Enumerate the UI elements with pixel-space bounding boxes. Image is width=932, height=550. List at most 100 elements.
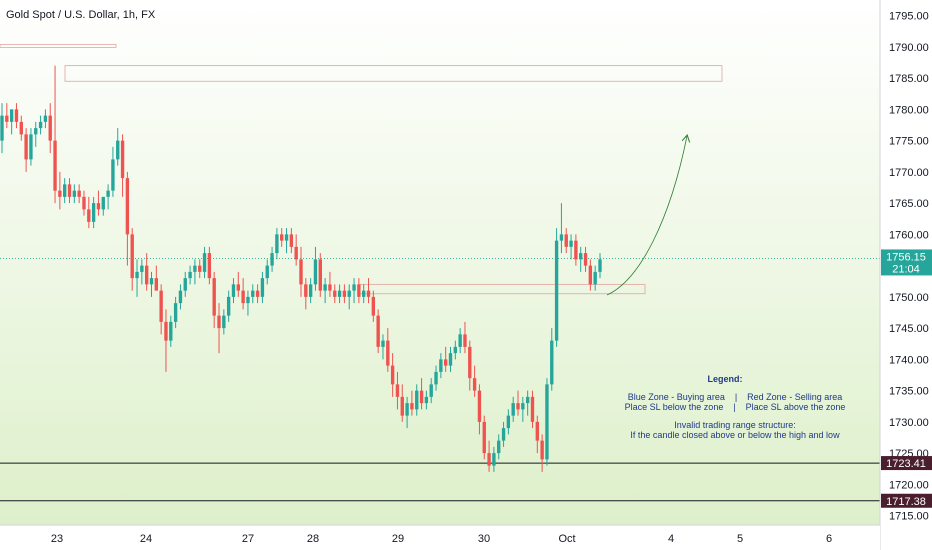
candle: [260, 271, 265, 304]
candle: [251, 284, 255, 304]
candle: [357, 278, 361, 304]
y-tick-label: 1745.00: [889, 323, 929, 335]
candle: [284, 228, 289, 254]
x-tick-label: 28: [307, 533, 319, 545]
level-tag-1717-label: 1717.38: [886, 496, 926, 508]
y-tick-label: 1790.00: [889, 42, 929, 54]
candle: [333, 284, 337, 304]
candle: [183, 271, 187, 297]
candle: [77, 184, 81, 204]
candle: [545, 378, 549, 466]
candle: [362, 284, 366, 304]
legend-line-2: Place SL below the zone | Place SL above…: [625, 402, 846, 412]
candle: [188, 265, 192, 285]
candle: [226, 290, 231, 322]
candle: [419, 378, 424, 410]
candle: [198, 259, 202, 279]
candle: [275, 228, 279, 260]
candle: [554, 228, 559, 347]
candle: [535, 415, 539, 454]
zone-rect: [64, 65, 723, 82]
candle: [337, 284, 342, 304]
candle: [579, 246, 583, 272]
candle: [154, 265, 159, 291]
candle-countdown-label: 21:04: [892, 263, 920, 275]
candle: [24, 128, 28, 172]
candle: [569, 234, 573, 260]
candle: [598, 253, 602, 279]
candle: [313, 246, 318, 291]
x-tick-label: 6: [826, 533, 832, 545]
y-tick-label: 1720.00: [889, 479, 929, 491]
candle: [246, 290, 250, 316]
candle: [9, 109, 14, 135]
candle: [217, 303, 221, 354]
candle: [347, 284, 351, 310]
candle: [376, 309, 380, 354]
candle: [458, 328, 462, 354]
legend-line-1: Blue Zone - Buying area | Red Zone - Sel…: [628, 392, 842, 402]
candle: [472, 365, 477, 397]
candle: [525, 390, 530, 416]
candle: [400, 384, 404, 422]
candle: [405, 396, 409, 429]
candle: [101, 196, 105, 216]
y-tick-label: 1770.00: [889, 167, 929, 179]
candle: [516, 390, 520, 416]
candle: [5, 103, 9, 129]
candle: [144, 253, 149, 291]
candle: [468, 340, 472, 391]
legend-line-4: If the candle closed above or below the …: [630, 430, 840, 440]
candle: [135, 259, 139, 297]
candle: [429, 378, 433, 404]
candle: [559, 203, 564, 254]
candle: [43, 109, 48, 129]
candle: [193, 259, 197, 285]
candle: [149, 271, 154, 297]
candle: [53, 65, 57, 204]
candle: [588, 259, 593, 291]
candle: [386, 328, 390, 372]
current-price-label: 1756.15: [886, 251, 926, 263]
candle: [366, 278, 371, 304]
y-tick-label: 1765.00: [889, 198, 929, 210]
candle: [140, 259, 144, 285]
candle: [352, 278, 356, 304]
legend-heading: Legend:: [708, 374, 743, 384]
candle: [564, 228, 568, 254]
x-tick-label: 27: [242, 533, 254, 545]
candle: [550, 328, 554, 391]
x-tick-label: 24: [140, 533, 152, 545]
candle: [106, 184, 110, 210]
candle: [231, 278, 236, 304]
candle: [463, 321, 467, 354]
x-tick-label: 4: [668, 533, 674, 545]
x-tick-label: 29: [392, 533, 404, 545]
x-ticks: 23 24 27 28 29 30 Oct 4 5 6: [51, 533, 832, 545]
candle: [304, 278, 308, 310]
candle: [294, 234, 298, 266]
candle: [63, 178, 67, 204]
candle: [169, 315, 173, 347]
candle: [72, 184, 77, 204]
candle: [371, 290, 376, 322]
candle: [415, 384, 419, 416]
candle: [583, 246, 588, 272]
candle: [497, 434, 501, 460]
candle: [87, 196, 91, 229]
candle: [308, 278, 313, 304]
candle: [511, 396, 515, 422]
candle: [29, 128, 33, 166]
candle: [178, 284, 183, 310]
candle: [265, 259, 269, 285]
candle: [439, 353, 443, 379]
candle: [593, 265, 597, 291]
candle: [530, 390, 535, 429]
candle: [130, 228, 134, 291]
candle: [395, 371, 400, 410]
candle: [574, 234, 578, 266]
time-axis[interactable]: [0, 525, 880, 550]
candle: [19, 115, 23, 141]
